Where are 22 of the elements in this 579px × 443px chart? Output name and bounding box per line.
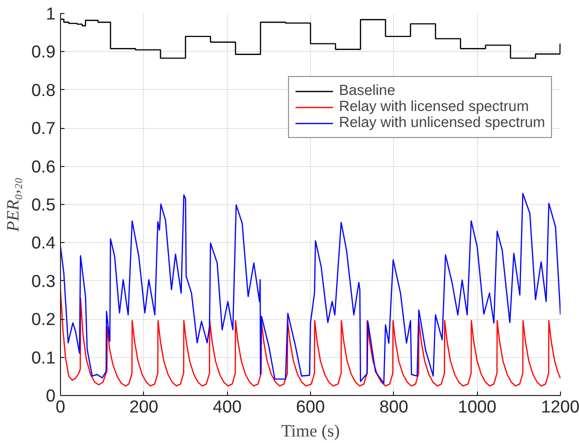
x-tick-label: 400: [212, 396, 242, 416]
y-tick-label: 0.2: [31, 309, 56, 330]
legend-label: Relay with unlicensed spectrum: [339, 115, 546, 131]
y-tick-label: 0.4: [31, 232, 56, 253]
line-series: [60, 192, 560, 384]
y-axis-title: PER₀,₂₀: [3, 177, 22, 233]
x-tick-label: 1000: [458, 396, 496, 416]
y-tick-label: 0.1: [31, 347, 56, 368]
y-tick-label: 0.6: [31, 156, 56, 176]
y-tick-label: 0.3: [31, 270, 56, 291]
y-tick-label: 0.7: [31, 118, 56, 138]
y-tick-label: 0.8: [31, 80, 56, 100]
y-tick-label: 1: [46, 4, 56, 24]
y-tick-label: 0.9: [31, 42, 56, 62]
x-tick-label: 600: [296, 396, 325, 416]
x-tick-label: 1200: [540, 396, 579, 416]
x-tick-label: 200: [129, 396, 158, 416]
legend-label: Relay with licensed spectrum: [339, 99, 529, 115]
y-tick-label: 0.5: [31, 194, 56, 214]
x-axis-title: Time (s): [281, 422, 340, 440]
x-tick-label: 800: [379, 396, 408, 416]
legend-label: Baseline: [339, 83, 396, 99]
